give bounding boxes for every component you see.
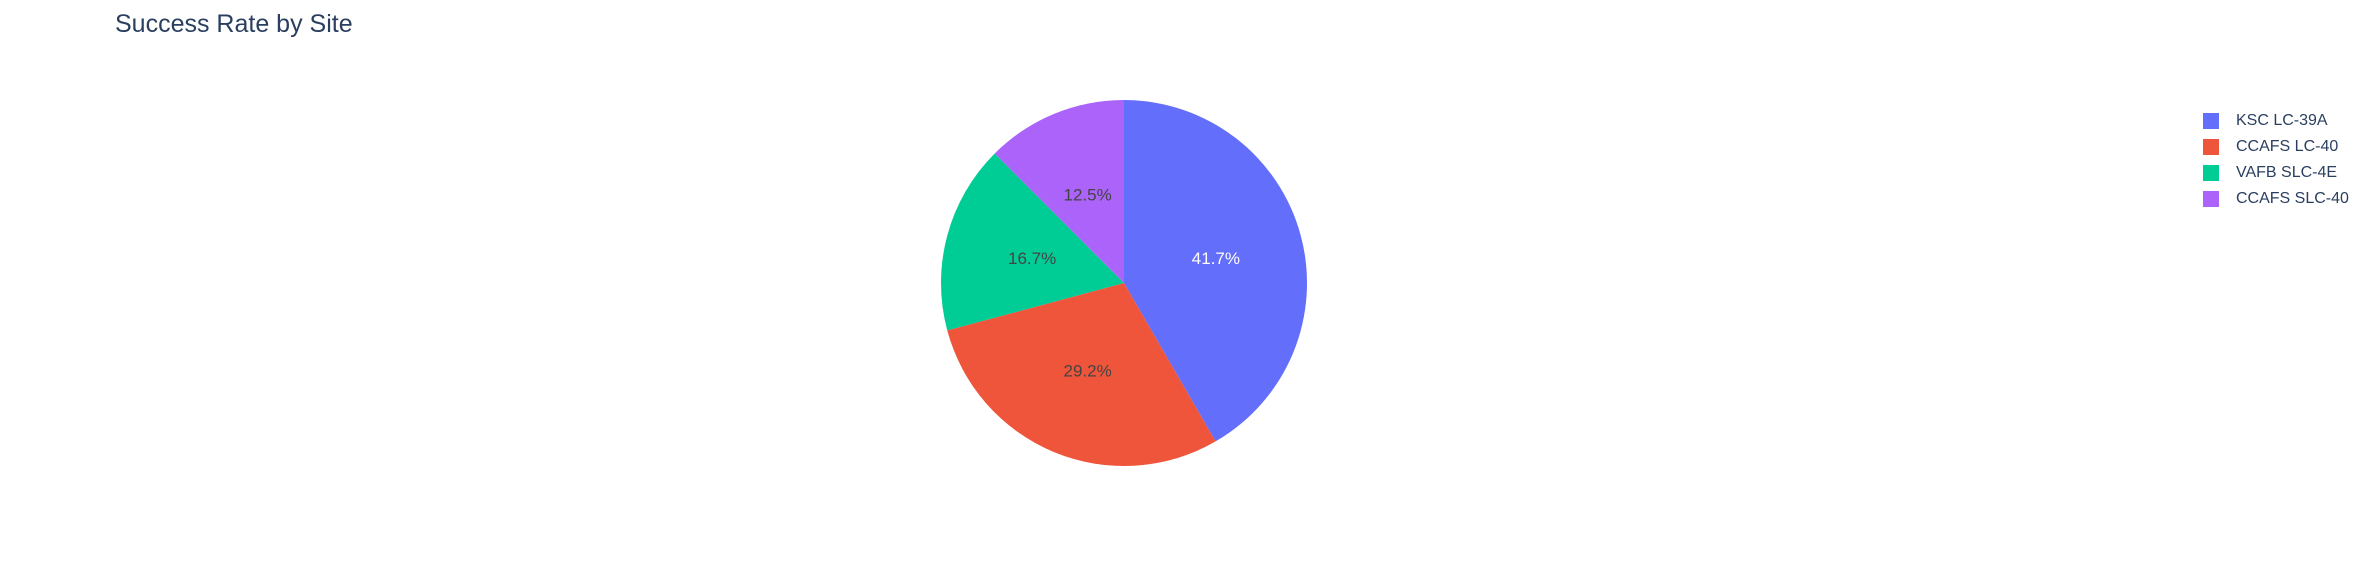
pie-slice-ccafs-slc-40[interactable] (994, 100, 1124, 283)
pie-slice-ccafs-lc-40[interactable] (947, 283, 1216, 466)
legend-swatch (2203, 165, 2219, 181)
legend-swatch (2203, 113, 2219, 129)
pie-slice-vafb-slc-4e[interactable] (941, 153, 1124, 331)
pie-slice-label: 29.2% (1064, 361, 1112, 380)
pie-slices (941, 100, 1307, 466)
legend-item-vafb-slc-4e[interactable]: VAFB SLC-4E (2203, 160, 2349, 186)
legend-swatch (2203, 191, 2219, 207)
chart-title: Success Rate by Site (115, 10, 353, 38)
pie-slice-labels: 41.7% 29.2% 16.7% 12.5% (1008, 186, 1240, 381)
pie-slice-ksc-lc-39a[interactable] (1124, 100, 1307, 442)
legend-item-ccafs-slc-40[interactable]: CCAFS SLC-40 (2203, 186, 2349, 212)
pie-slice-label: 16.7% (1008, 249, 1056, 268)
legend-label: CCAFS LC-40 (2236, 138, 2339, 155)
pie-slice-label: 12.5% (1064, 186, 1112, 205)
legend-swatch (2203, 139, 2219, 155)
legend-item-ksc-lc-39a[interactable]: KSC LC-39A (2203, 108, 2349, 134)
legend-label: KSC LC-39A (2236, 112, 2328, 129)
legend-label: CCAFS SLC-40 (2236, 190, 2349, 207)
legend: KSC LC-39A CCAFS LC-40 VAFB SLC-4E CCAFS… (2203, 108, 2349, 212)
legend-label: VAFB SLC-4E (2236, 164, 2338, 181)
legend-item-ccafs-lc-40[interactable]: CCAFS LC-40 (2203, 134, 2349, 160)
pie-slice-label: 41.7% (1192, 249, 1240, 268)
